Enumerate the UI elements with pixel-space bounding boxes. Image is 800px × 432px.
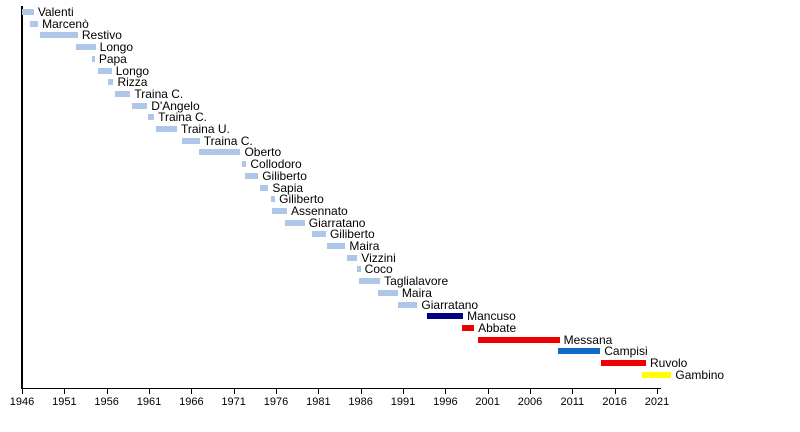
bar-label: D'Angelo — [151, 98, 200, 113]
timeline-bar — [242, 161, 247, 168]
bar-label: Taglialavore — [384, 274, 449, 289]
axis-tick-label: 2011 — [560, 396, 585, 408]
bar-label: Coco — [364, 262, 393, 277]
timeline-bar — [641, 371, 672, 378]
bar-label: Giliberto — [262, 168, 307, 183]
axis-tick — [149, 388, 150, 394]
timeline-bar — [358, 278, 381, 285]
axis-tick — [530, 388, 531, 394]
timeline-bar — [182, 137, 200, 144]
timeline-bar — [76, 44, 96, 51]
timeline-bar — [155, 126, 177, 132]
bar-label: Mancuso — [467, 309, 516, 324]
bar-label: Maira — [349, 239, 380, 253]
y-axis-line — [21, 6, 23, 388]
timeline-bar — [108, 79, 114, 86]
axis-tick — [191, 388, 193, 394]
timeline-bar — [29, 20, 39, 27]
timeline-bar — [244, 172, 259, 179]
timeline-bar — [271, 207, 287, 214]
bar-label: Maira — [401, 285, 432, 300]
timeline-bar — [478, 336, 560, 343]
axis-tick — [614, 388, 616, 394]
timeline-bar — [557, 348, 601, 355]
bar-label: Gambino — [675, 367, 725, 382]
axis-tick-label: 1976 — [263, 396, 289, 408]
bar-label: Messana — [563, 332, 613, 347]
axis-tick — [487, 388, 489, 394]
timeline-bar — [98, 67, 112, 74]
axis-tick — [276, 388, 277, 394]
axis-tick — [318, 388, 320, 394]
axis-tick-label: 1946 — [9, 396, 35, 408]
axis-tick — [22, 388, 23, 394]
x-axis-line — [21, 388, 661, 389]
axis-tick — [360, 388, 362, 394]
bar-label: Vizzini — [361, 250, 396, 265]
timeline-bar — [22, 9, 34, 15]
timeline-bar — [347, 254, 358, 261]
timeline-bar — [148, 114, 155, 121]
axis-tick — [572, 388, 574, 394]
timeline-bar — [326, 243, 346, 249]
timeline-bar — [357, 266, 361, 273]
timeline-bar — [312, 231, 326, 238]
timeline-bar — [39, 32, 78, 39]
axis-tick — [403, 388, 404, 394]
timeline-bar — [426, 313, 464, 320]
bar-label: Giliberto — [279, 192, 324, 207]
bar-label: Rizza — [117, 75, 148, 90]
timeline-bar — [378, 289, 398, 296]
bar-label: Assennato — [291, 203, 348, 218]
bar-label: Longo — [99, 40, 134, 55]
bar-label: Traina C. — [134, 86, 184, 101]
axis-tick-label: 1951 — [52, 396, 77, 408]
axis-tick-label: 1966 — [179, 396, 204, 408]
axis-tick-label: 1956 — [94, 396, 119, 408]
axis-tick — [445, 388, 447, 394]
timeline-bar — [115, 90, 131, 97]
bar-label: Giarratano — [421, 297, 479, 312]
axis-tick-label: 2001 — [475, 396, 500, 408]
bar-label: Oberto — [244, 145, 282, 160]
timeline-bar — [132, 102, 148, 109]
bar-label: Marcenò — [42, 16, 89, 31]
bar-label: Traina C. — [158, 110, 207, 125]
timeline-bar — [259, 184, 269, 191]
bar-label: Valenti — [37, 5, 74, 19]
bar-label: Traina C. — [203, 133, 253, 148]
timeline-bar — [270, 196, 276, 203]
timeline-bar — [198, 149, 241, 156]
axis-tick — [233, 388, 235, 394]
bar-label: Collodoro — [250, 157, 302, 172]
bar-label: Campisi — [604, 344, 648, 359]
axis-tick — [657, 388, 658, 394]
bar-label: Longo — [115, 63, 150, 78]
bar-label: Abbate — [478, 320, 517, 335]
bar-label: Sapia — [272, 180, 304, 195]
timeline-bar — [601, 360, 646, 366]
bar-label: Ruvolo — [649, 356, 688, 370]
bar-label: Restivo — [81, 28, 122, 43]
bar-label: Papa — [98, 51, 127, 66]
axis-tick-label: 1981 — [306, 396, 331, 408]
axis-tick-label: 1996 — [433, 396, 458, 408]
axis-tick-label: 2021 — [644, 396, 670, 408]
axis-tick-label: 1961 — [136, 396, 162, 408]
axis-tick-label: 2006 — [517, 396, 543, 408]
axis-tick-label: 1991 — [390, 396, 416, 408]
timeline-bar — [285, 219, 305, 226]
bar-label: Traina U. — [180, 122, 230, 136]
axis-tick — [106, 388, 108, 394]
bar-label: Giarratano — [308, 215, 366, 230]
timeline-bar — [92, 55, 95, 62]
axis-tick-label: 1986 — [348, 396, 373, 408]
axis-tick-label: 1971 — [221, 396, 246, 408]
timeline-bar — [462, 324, 475, 331]
timeline-bar — [397, 301, 418, 308]
bar-label: Giliberto — [329, 227, 375, 242]
axis-tick — [64, 388, 66, 394]
axis-tick-label: 2016 — [602, 396, 627, 408]
